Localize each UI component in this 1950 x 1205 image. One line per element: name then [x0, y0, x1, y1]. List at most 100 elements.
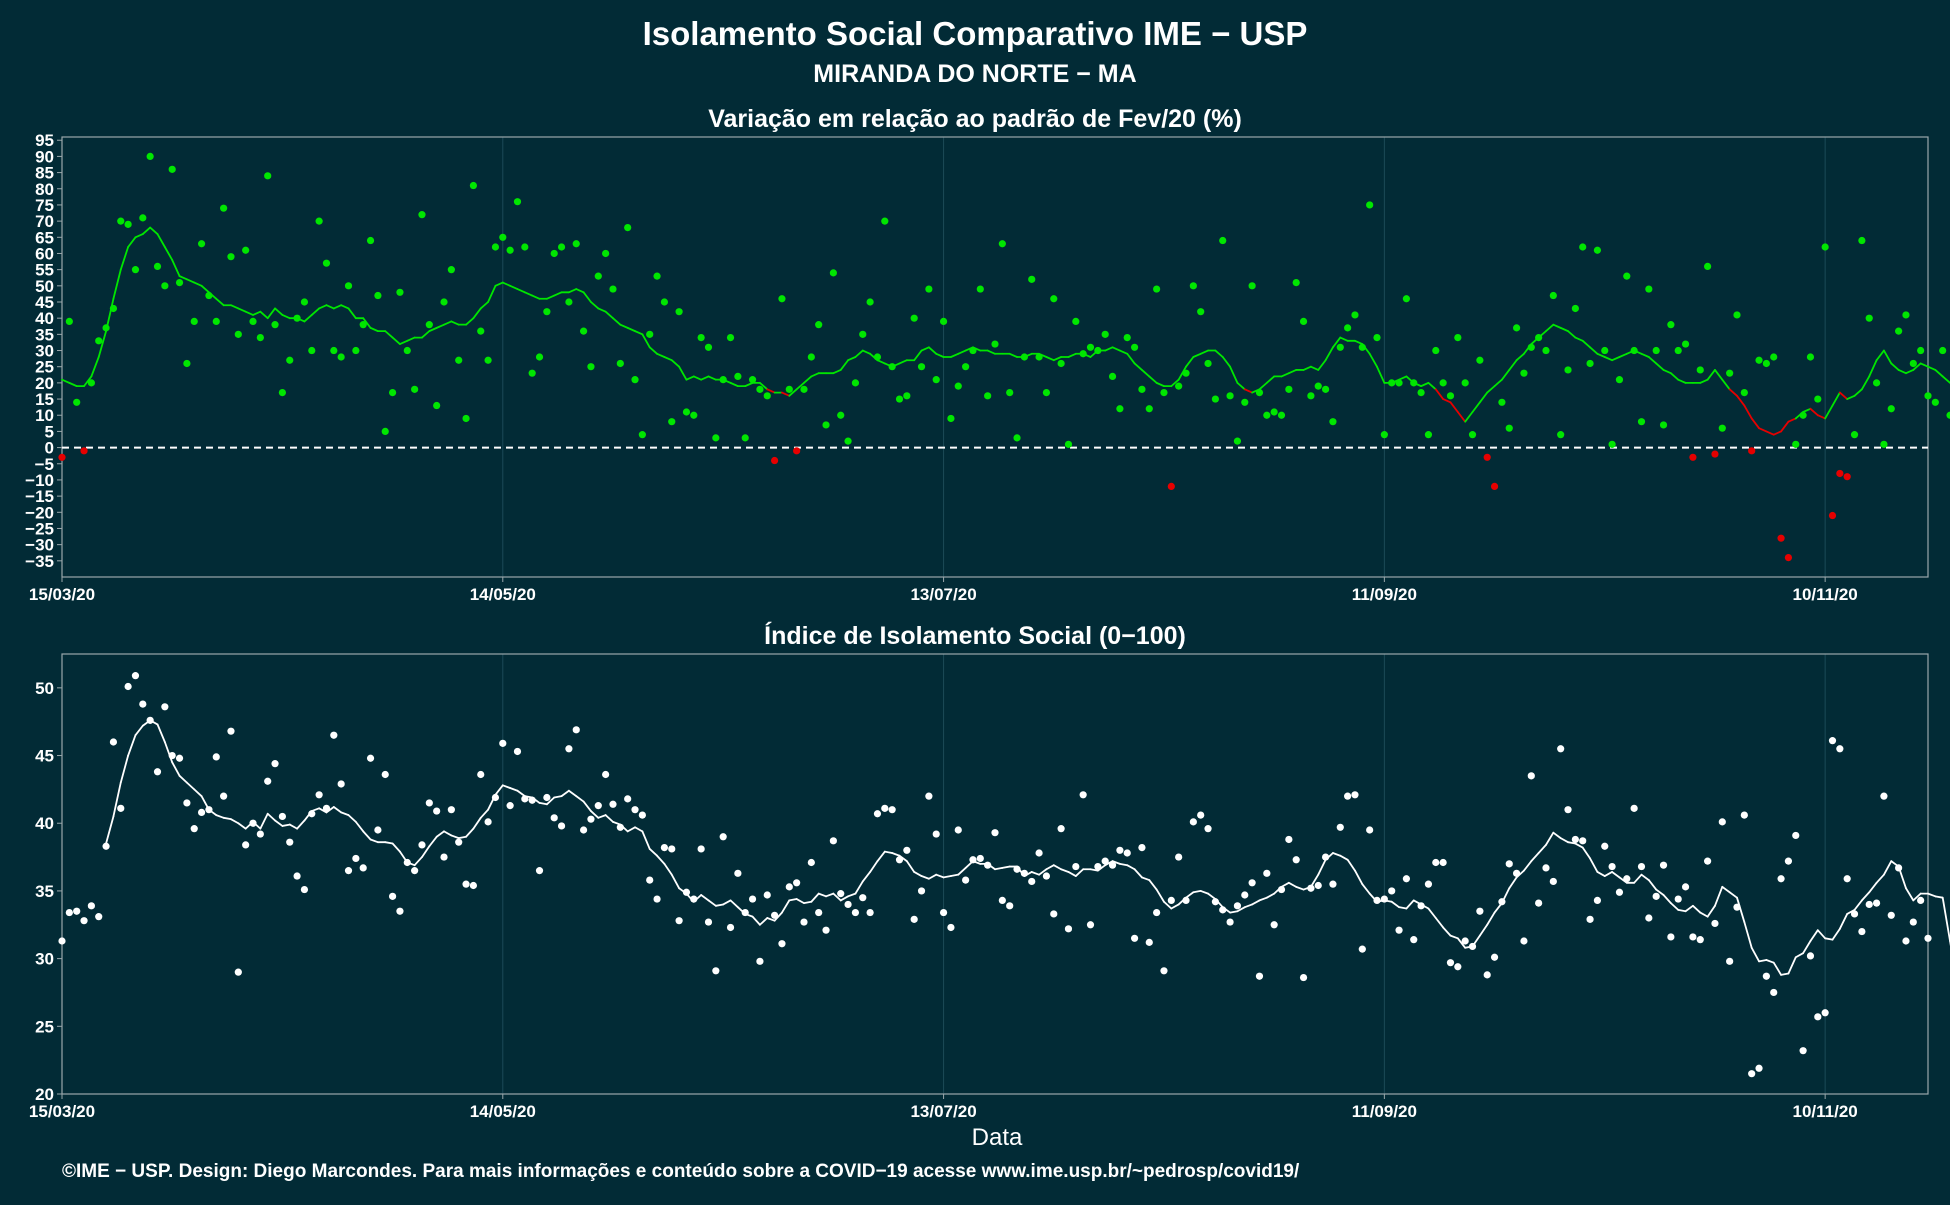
bottom-moving-average-segment: [171, 761, 181, 777]
bottom-data-point: [1806, 952, 1815, 960]
bottom-data-point: [220, 792, 228, 800]
bottom-moving-average-segment: [648, 848, 658, 857]
bottom-moving-average-segment: [1354, 869, 1364, 886]
bottom-moving-average-segment: [413, 856, 423, 867]
bottom-data-point: [1711, 919, 1719, 928]
bottom-data-point: [1417, 902, 1425, 910]
bottom-data-point: [1748, 1070, 1756, 1078]
top-moving-average-segment: [487, 284, 497, 303]
bottom-data-point: [1762, 972, 1770, 980]
top-moving-average-segment: [788, 388, 798, 397]
top-data-point: [822, 421, 830, 429]
bottom-data-point: [124, 682, 132, 691]
bottom-x-tick-label: 10/11/20: [1793, 1102, 1858, 1121]
bottom-moving-average-segment: [1317, 858, 1327, 876]
top-data-point: [102, 324, 110, 332]
top-moving-average-segment: [810, 372, 820, 378]
top-data-point: [1637, 418, 1646, 426]
top-y-tick-label: −25: [25, 519, 54, 538]
bottom-data-point: [469, 881, 478, 890]
top-moving-average-segment: [1809, 407, 1819, 417]
top-data-point: [300, 298, 309, 306]
top-data-point: [1792, 440, 1800, 448]
footer-credit: ©IME − USP. Design: Diego Marcondes. Par…: [62, 1161, 1300, 1182]
bottom-data-point: [778, 940, 786, 948]
top-y-tick-label: −10: [25, 471, 54, 490]
top-moving-average-segment: [582, 291, 592, 303]
top-moving-average-segment: [1831, 391, 1841, 407]
bottom-y-tick-label: 25: [35, 1017, 54, 1036]
top-moving-average-segment: [281, 314, 291, 320]
bottom-data-point: [829, 837, 837, 845]
top-data-point: [1476, 356, 1484, 364]
bottom-data-point: [631, 806, 639, 814]
bottom-data-point: [1314, 881, 1322, 890]
top-data-point: [925, 285, 933, 293]
top-moving-average-segment: [656, 352, 666, 358]
top-y-tick-label: −5: [35, 455, 54, 474]
bottom-data-point: [712, 967, 720, 975]
bottom-data-point: [1292, 856, 1300, 864]
bottom-data-point: [1410, 936, 1418, 944]
bottom-data-point: [65, 908, 73, 917]
top-y-tick-label: 75: [35, 196, 54, 215]
bottom-data-point: [1586, 915, 1594, 923]
top-moving-average-segment: [839, 359, 849, 371]
bottom-data-point: [535, 867, 544, 875]
top-moving-average-segment: [1912, 362, 1922, 371]
top-moving-average-segment: [274, 307, 284, 316]
top-data-point: [1527, 343, 1535, 351]
top-data-point: [1601, 346, 1609, 355]
top-data-point: [1336, 343, 1344, 351]
bottom-data-point: [271, 760, 279, 768]
top-data-point: [543, 308, 551, 316]
top-moving-average-segment: [935, 352, 945, 358]
bottom-data-point: [734, 869, 742, 877]
bottom-data-point: [1659, 861, 1668, 869]
bottom-data-point: [1689, 933, 1697, 941]
top-data-point: [1329, 418, 1337, 426]
bottom-data-point: [352, 854, 360, 863]
bottom-moving-average-segment: [839, 895, 849, 902]
top-data-point: [1674, 346, 1682, 355]
top-data-point: [609, 285, 617, 293]
bottom-data-point: [881, 804, 889, 812]
top-moving-average-segment: [604, 310, 614, 320]
top-data-point: [1880, 440, 1888, 448]
bottom-data-point: [499, 739, 507, 747]
bottom-data-point: [1226, 918, 1234, 926]
top-data-point: [411, 385, 419, 393]
bottom-moving-average-segment: [1045, 864, 1055, 871]
bottom-data-point: [286, 838, 294, 846]
top-moving-average-segment: [1493, 378, 1503, 388]
bottom-data-point: [917, 887, 926, 895]
top-data-point: [117, 217, 125, 225]
top-y-tick-label: 45: [35, 293, 54, 312]
top-data-point: [594, 272, 602, 280]
top-data-point: [1858, 236, 1866, 245]
bottom-moving-average-segment: [1883, 860, 1893, 876]
top-data-point: [866, 298, 874, 306]
top-moving-average-segment: [957, 349, 967, 355]
top-data-point: [183, 359, 191, 368]
top-data-point: [631, 376, 639, 384]
bottom-data-point: [1013, 865, 1021, 873]
bottom-data-point: [1476, 907, 1484, 915]
bottom-data-point: [1557, 745, 1565, 753]
bottom-data-point: [293, 872, 301, 880]
top-data-point: [557, 243, 566, 251]
top-moving-average-segment: [1758, 427, 1768, 433]
bottom-x-tick-label: 14/05/20: [470, 1102, 536, 1121]
top-data-point: [315, 217, 323, 225]
bottom-data-point: [1116, 846, 1124, 854]
top-data-point: [881, 217, 889, 225]
bottom-moving-average-segment: [803, 900, 813, 905]
top-data-point: [1432, 346, 1440, 355]
top-data-point: [1307, 392, 1315, 400]
top-data-point: [602, 249, 610, 258]
top-data-point: [205, 291, 213, 300]
top-moving-average-segment: [612, 317, 622, 326]
top-data-point: [638, 431, 646, 439]
top-data-point: [1895, 327, 1903, 335]
top-data-point: [1226, 392, 1234, 400]
